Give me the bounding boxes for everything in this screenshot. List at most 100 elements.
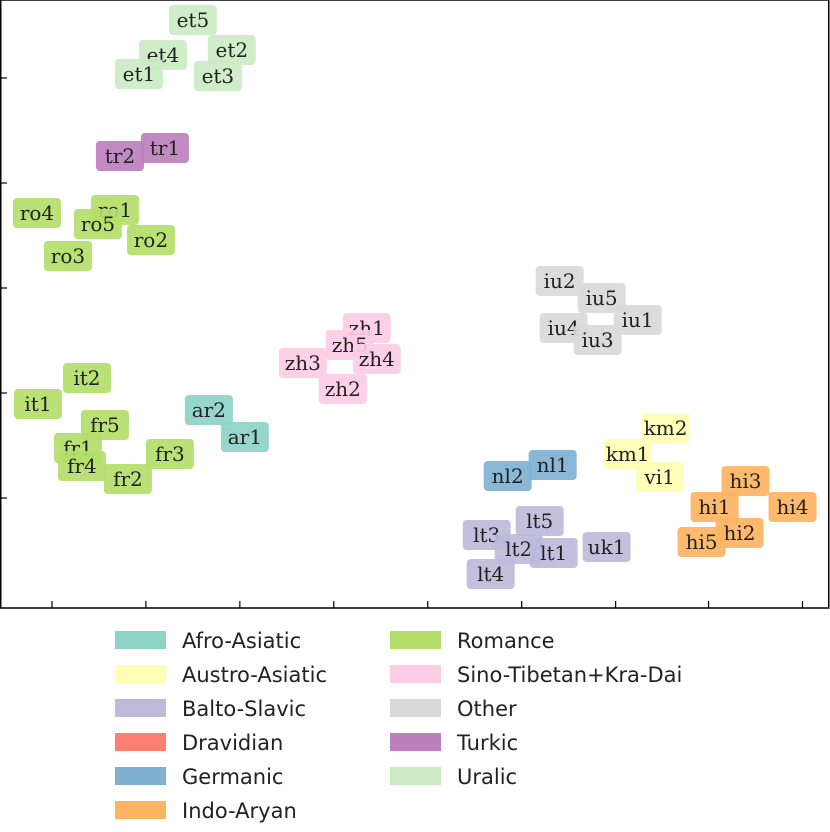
point-lt4: lt4 bbox=[466, 559, 515, 589]
point-ro3: ro3 bbox=[43, 241, 92, 271]
legend-item-dravidian: Dravidian bbox=[115, 731, 283, 755]
point-km1: km1 bbox=[603, 439, 652, 469]
legend-item-indo-aryan: Indo-Aryan bbox=[115, 799, 297, 823]
legend-item-austro-asiatic: Austro-Asiatic bbox=[115, 663, 327, 687]
point-ro5: ro5 bbox=[73, 209, 122, 239]
point-box-fr3 bbox=[145, 439, 194, 469]
point-tr2: tr2 bbox=[95, 141, 144, 171]
point-label-hi2: hi2 bbox=[724, 521, 756, 545]
point-zh2: zh2 bbox=[318, 374, 367, 404]
point-label-tr2: tr2 bbox=[105, 144, 135, 168]
point-box-uk1 bbox=[582, 532, 631, 562]
point-label-hi5: hi5 bbox=[686, 530, 718, 554]
point-et1: et1 bbox=[114, 59, 163, 89]
point-ro4: ro4 bbox=[12, 198, 61, 228]
point-label-iu1: iu1 bbox=[622, 308, 654, 332]
legend-item-romance: Romance bbox=[390, 629, 555, 653]
legend-swatch bbox=[390, 631, 441, 649]
point-label-ro4: ro4 bbox=[20, 201, 54, 225]
legend-label: Balto-Slavic bbox=[182, 697, 306, 721]
point-box-lt1 bbox=[529, 538, 578, 568]
legend-swatch bbox=[390, 699, 441, 717]
point-box-iu1 bbox=[613, 305, 662, 335]
point-box-vi1 bbox=[635, 462, 684, 492]
point-box-km2 bbox=[641, 413, 690, 443]
point-box-fr2 bbox=[103, 464, 152, 494]
point-box-ar1 bbox=[220, 422, 269, 452]
point-iu5: iu5 bbox=[577, 283, 626, 313]
point-box-tr2 bbox=[95, 141, 144, 171]
point-label-it2: it2 bbox=[73, 366, 100, 390]
point-box-lt4 bbox=[466, 559, 515, 589]
point-box-hi1 bbox=[690, 492, 739, 522]
point-label-lt2: lt2 bbox=[505, 537, 532, 561]
point-box-zh2 bbox=[318, 374, 367, 404]
point-box-iu2 bbox=[535, 266, 584, 296]
legend-label: Other bbox=[457, 697, 517, 721]
legend-item-uralic: Uralic bbox=[390, 765, 517, 789]
point-ar2: ar2 bbox=[184, 395, 233, 425]
point-box-nl1 bbox=[528, 450, 577, 480]
legend-item-sino-tibetan-kra-dai: Sino-Tibetan+Kra-Dai bbox=[390, 663, 682, 687]
point-vi1: vi1 bbox=[635, 462, 684, 492]
point-box-ar2 bbox=[184, 395, 233, 425]
point-box-it1 bbox=[13, 389, 62, 419]
point-label-ro3: ro3 bbox=[51, 244, 85, 268]
legend-swatch bbox=[390, 733, 441, 751]
point-box-lt5 bbox=[515, 506, 564, 536]
point-label-fr3: fr3 bbox=[155, 442, 185, 466]
point-label-ar2: ar2 bbox=[192, 398, 226, 422]
point-label-iu3: iu3 bbox=[582, 328, 614, 352]
point-label-nl2: nl2 bbox=[492, 464, 524, 488]
point-label-hi4: hi4 bbox=[777, 495, 809, 519]
point-iu1: iu1 bbox=[613, 305, 662, 335]
legend-label: Romance bbox=[457, 629, 555, 653]
legend-swatch bbox=[115, 767, 166, 785]
point-hi3: hi3 bbox=[721, 466, 770, 496]
point-box-et1 bbox=[114, 59, 163, 89]
point-nl2: nl2 bbox=[483, 461, 532, 491]
point-box-ro4 bbox=[12, 198, 61, 228]
point-uk1: uk1 bbox=[582, 532, 631, 562]
point-label-fr2: fr2 bbox=[113, 467, 143, 491]
point-label-iu2: iu2 bbox=[544, 269, 576, 293]
point-label-ro2: ro2 bbox=[134, 228, 168, 252]
point-box-hi4 bbox=[768, 492, 817, 522]
point-box-hi2 bbox=[715, 518, 764, 548]
point-zh3: zh3 bbox=[278, 348, 327, 378]
point-label-zh2: zh2 bbox=[325, 377, 361, 401]
point-label-et5: et5 bbox=[177, 8, 210, 32]
legend-swatch bbox=[390, 767, 441, 785]
legend-label: Uralic bbox=[457, 765, 517, 789]
legend-label: Indo-Aryan bbox=[182, 799, 297, 823]
point-it1: it1 bbox=[13, 389, 62, 419]
point-label-nl1: nl1 bbox=[537, 453, 569, 477]
legend-swatch bbox=[115, 631, 166, 649]
plot-axes bbox=[0, 0, 830, 609]
legend-item-turkic: Turkic bbox=[390, 731, 518, 755]
point-box-tr1 bbox=[140, 133, 189, 163]
point-hi4: hi4 bbox=[768, 492, 817, 522]
point-et5: et5 bbox=[168, 5, 217, 35]
point-hi1: hi1 bbox=[690, 492, 739, 522]
legend-swatch bbox=[390, 665, 441, 683]
point-box-it2 bbox=[62, 363, 111, 393]
legend-label: Austro-Asiatic bbox=[182, 663, 327, 687]
point-box-fr4 bbox=[57, 451, 106, 481]
legend-label: Sino-Tibetan+Kra-Dai bbox=[457, 663, 682, 687]
point-box-zh4 bbox=[352, 344, 401, 374]
point-label-vi1: vi1 bbox=[643, 465, 674, 489]
point-nl1: nl1 bbox=[528, 450, 577, 480]
point-box-iu5 bbox=[577, 283, 626, 313]
legend-label: Dravidian bbox=[182, 731, 283, 755]
point-et3: et3 bbox=[193, 61, 242, 91]
point-label-it1: it1 bbox=[24, 392, 51, 416]
point-box-hi3 bbox=[721, 466, 770, 496]
point-label-et1: et1 bbox=[123, 62, 156, 86]
point-zh4: zh4 bbox=[352, 344, 401, 374]
point-box-ro2 bbox=[126, 225, 175, 255]
point-ar1: ar1 bbox=[220, 422, 269, 452]
point-label-lt1: lt1 bbox=[540, 541, 567, 565]
point-box-iu3 bbox=[573, 325, 622, 355]
